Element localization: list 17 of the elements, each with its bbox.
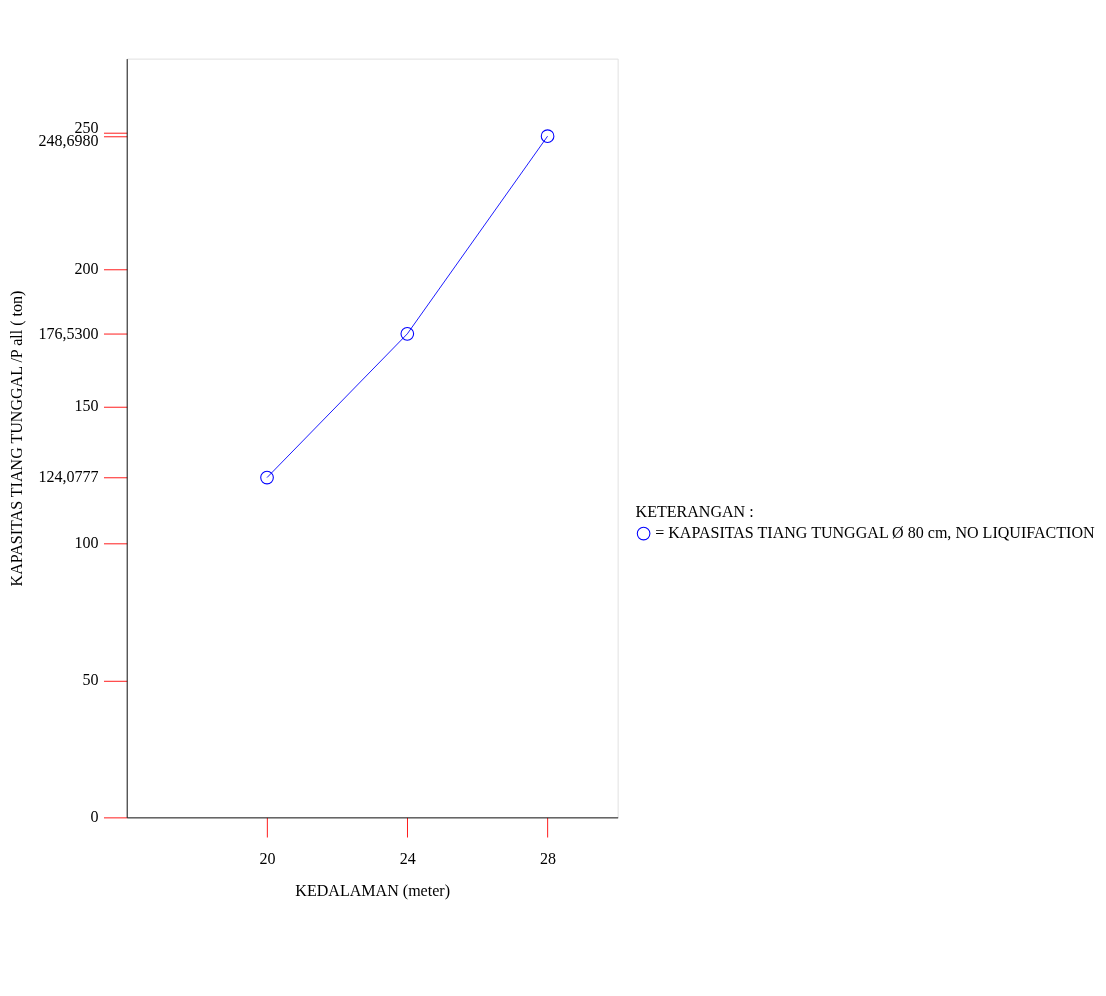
y-tick-label: 124,0777 — [38, 468, 99, 486]
y-tick-label: 150 — [74, 397, 99, 415]
point — [540, 129, 555, 144]
y-axis-title: KAPASITAS TIANG TUNGGAL /P all ( ton) — [8, 290, 27, 587]
point — [260, 470, 274, 485]
y-tick-label: 176,5300 — [38, 324, 99, 342]
point — [400, 327, 415, 341]
y-tick-label: 200 — [74, 260, 99, 278]
y-tick-label: 50 — [82, 671, 99, 689]
y-tick-label: 0 — [90, 808, 99, 826]
x-tick-label: 20 — [259, 850, 276, 868]
x-axis-title: KEDALAMAN (meter) — [295, 882, 450, 901]
x-tick-label: 28 — [540, 850, 557, 868]
x-tick-label: 24 — [399, 850, 416, 868]
y-tick-label: 100 — [74, 534, 99, 552]
legend-title: KETERANGAN : — [635, 503, 754, 521]
legend-label: = KAPASITAS TIANG TUNGGAL Ø 80 cm, NO LIQUIFACTION — [655, 524, 1095, 542]
